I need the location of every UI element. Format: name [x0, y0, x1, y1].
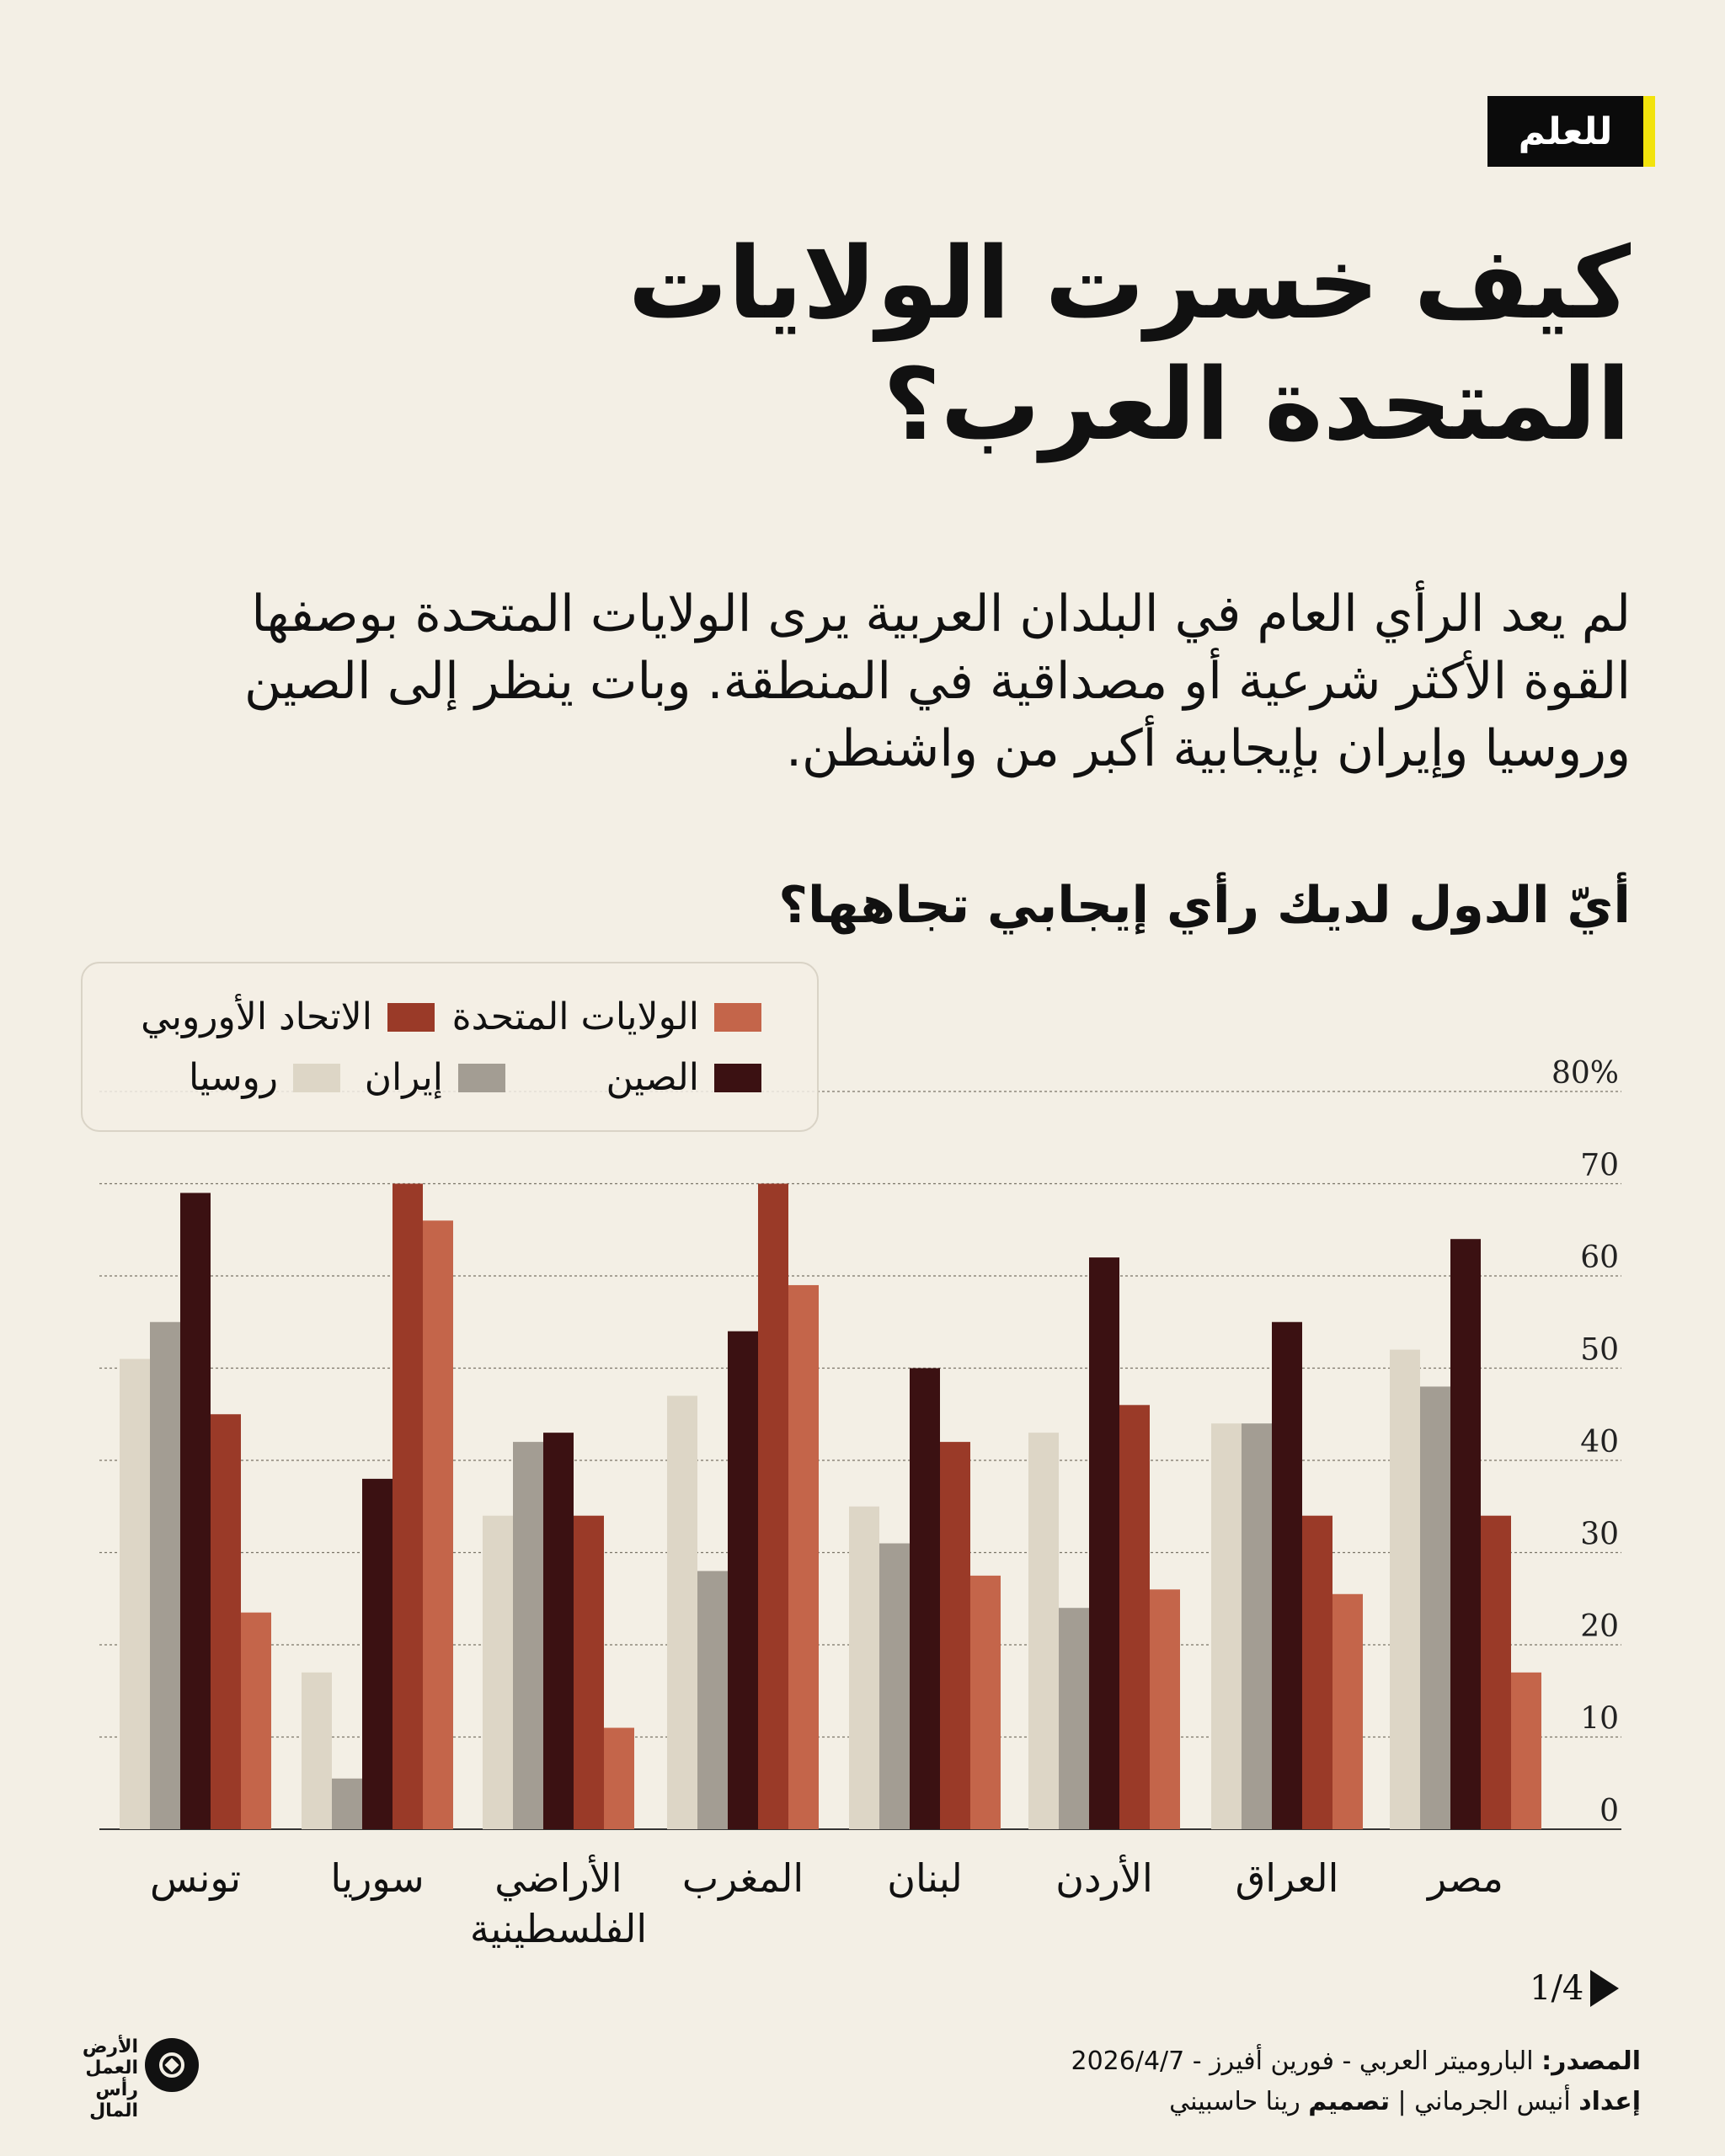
- source-text: الباروميتر العربي - فورين أفيرز - 2026/4…: [1071, 2047, 1534, 2076]
- legend-swatch-usa: [714, 1002, 761, 1032]
- y-tick-label: 0: [1599, 1794, 1619, 1828]
- y-tick-label: 30: [1580, 1518, 1619, 1552]
- y-tick-label: 20: [1580, 1609, 1619, 1644]
- bar-russia: [120, 1358, 150, 1829]
- credits-line: إعداد أنيس الجرماني | تصميم رينا حاسبيني: [1169, 2087, 1641, 2116]
- bar-eu: [1119, 1405, 1150, 1829]
- bar-iran: [513, 1442, 543, 1829]
- source-credits: المصدر: الباروميتر العربي - فورين أفيرز …: [462, 2041, 1642, 2122]
- bar-eu: [574, 1515, 604, 1829]
- bar-china: [910, 1368, 940, 1829]
- bar-russia: [1028, 1433, 1059, 1829]
- legend-swatch-eu: [387, 1002, 435, 1032]
- bar-russia: [849, 1506, 879, 1829]
- bar-usa: [1332, 1593, 1363, 1829]
- next-arrow-icon[interactable]: [1590, 1970, 1620, 2007]
- title-line-1: كيف خسرت الولايات: [628, 225, 1631, 341]
- logo-icon: [145, 2038, 199, 2092]
- chart-question: أيّ الدول لديك رأي إيجابي تجاهها؟: [778, 876, 1631, 935]
- credits-designer: رينا حاسبيني: [1169, 2087, 1300, 2116]
- bar-russia: [667, 1396, 697, 1829]
- bar-usa: [423, 1220, 453, 1829]
- legend-item-iran: إيران: [365, 1056, 505, 1099]
- legend-swatch-iran: [458, 1063, 505, 1092]
- y-tick-label: 60: [1580, 1241, 1619, 1275]
- bar-usa: [1511, 1672, 1541, 1829]
- x-tick-label: المغرب: [682, 1855, 804, 1902]
- x-tick-label: الأراضي الفلسطينية: [470, 1854, 647, 1951]
- bar-russia: [483, 1515, 513, 1829]
- y-tick-label: 40: [1580, 1425, 1619, 1460]
- bar-usa: [241, 1612, 271, 1829]
- y-tick-label: 50: [1580, 1333, 1619, 1368]
- bar-iran: [879, 1543, 910, 1829]
- legend-label-eu: الاتحاد الأوروبي: [141, 995, 372, 1038]
- bar-china: [728, 1331, 758, 1829]
- bar-china: [543, 1433, 574, 1829]
- page-title: كيف خسرت الولايات المتحدة العرب؟: [367, 223, 1631, 466]
- bar-eu: [393, 1183, 423, 1829]
- bar-china: [180, 1193, 211, 1829]
- bar-russia: [302, 1672, 332, 1829]
- bar-china: [362, 1478, 393, 1829]
- bar-china: [1450, 1239, 1481, 1829]
- bar-china: [1089, 1257, 1119, 1829]
- source-label: المصدر:: [1541, 2047, 1641, 2076]
- bar-eu: [758, 1183, 788, 1829]
- bar-usa: [604, 1727, 634, 1829]
- x-tick-label: العراق: [1236, 1855, 1339, 1902]
- publisher-logo-text: الأرض العمل رأس المال: [82, 2036, 138, 2121]
- legend-label-iran: إيران: [364, 1056, 443, 1099]
- page-number: 1/4: [1530, 1969, 1584, 2008]
- legend-label-russia: روسيا: [188, 1056, 278, 1099]
- y-tick-label: 80%: [1551, 1056, 1619, 1091]
- bar-iran: [150, 1321, 180, 1829]
- x-tick-label: سوريا: [330, 1855, 424, 1902]
- bar-iran: [697, 1571, 728, 1829]
- bar-eu: [940, 1442, 970, 1829]
- legend-item-usa: الولايات المتحدة: [452, 995, 761, 1038]
- credits-label: إعداد: [1578, 2087, 1641, 2116]
- credits-design-label: تصميم: [1308, 2087, 1390, 2116]
- x-tick-label: تونس: [150, 1855, 241, 1902]
- bar-china: [1272, 1321, 1302, 1829]
- legend-item-eu: الاتحاد الأوروبي: [141, 995, 435, 1038]
- intro-paragraph: لم يعد الرأي العام في البلدان العربية ير…: [243, 584, 1631, 778]
- y-tick-label: 10: [1580, 1702, 1619, 1737]
- x-tick-label: مصر: [1426, 1855, 1503, 1902]
- bar-eu: [1481, 1515, 1511, 1829]
- x-tick-label: الأردن: [1055, 1854, 1153, 1901]
- bar-iran: [332, 1778, 362, 1829]
- bar-usa: [970, 1575, 1001, 1829]
- title-line-2: المتحدة العرب؟: [883, 345, 1631, 462]
- bar-russia: [1211, 1423, 1242, 1829]
- bar-chart: 0 10 20 30 40 50 60 70 80% تونس سوريا الأراضي الفلسط…: [99, 1056, 1621, 1951]
- legend-item-china: الصين: [606, 1056, 761, 1099]
- bar-usa: [1150, 1589, 1180, 1829]
- chart-legend: الولايات المتحدة الاتحاد الأوروبي الصين …: [81, 962, 819, 1132]
- bar-russia: [1390, 1349, 1420, 1829]
- y-tick-label: 70: [1580, 1149, 1619, 1183]
- bar-iran: [1059, 1608, 1089, 1829]
- bar-eu: [1302, 1515, 1332, 1829]
- legend-label-china: الصين: [606, 1056, 699, 1099]
- bar-iran: [1420, 1386, 1450, 1829]
- legend-swatch-russia: [293, 1063, 340, 1092]
- page-indicator[interactable]: 1/4: [1530, 1969, 1620, 2008]
- category-badge: للعلم: [1487, 96, 1643, 167]
- legend-label-usa: الولايات المتحدة: [451, 995, 699, 1038]
- badge-label: للعلم: [1518, 109, 1613, 153]
- legend-item-russia: روسيا: [189, 1056, 340, 1099]
- legend-swatch-china: [714, 1063, 761, 1092]
- source-line: المصدر: الباروميتر العربي - فورين أفيرز …: [462, 2041, 1642, 2082]
- credits-author: أنيس الجرماني: [1414, 2087, 1571, 2116]
- bar-usa: [788, 1284, 819, 1829]
- bar-eu: [211, 1414, 241, 1829]
- bar-iran: [1242, 1423, 1272, 1829]
- x-tick-label: لبنان: [887, 1855, 963, 1901]
